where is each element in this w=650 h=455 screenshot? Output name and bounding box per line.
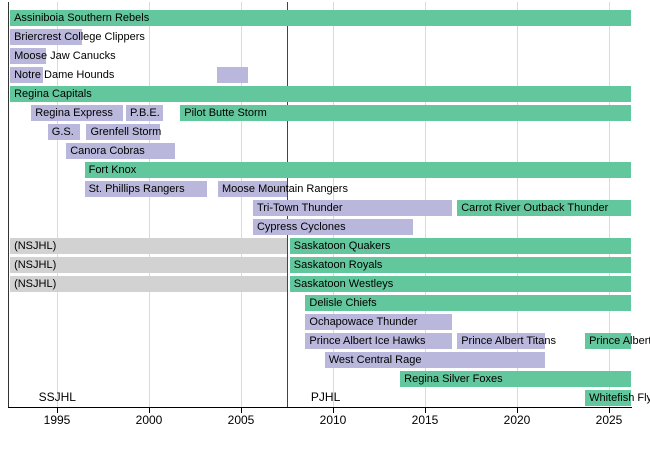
- bar-label: Regina Silver Foxes: [404, 373, 503, 385]
- plot-left-border: [8, 2, 9, 407]
- bar-cypress-cyclones: Cypress Cyclones: [252, 219, 414, 235]
- bar-nsjhl: (NSJHL): [10, 238, 287, 254]
- bar-tri-town-thunder: Tri-Town Thunder: [252, 200, 452, 216]
- bar-label: P.B.E.: [130, 107, 160, 119]
- bar-label: Pilot Butte Storm: [184, 107, 267, 119]
- league-label-pjhl: PJHL: [310, 390, 341, 404]
- axis-tick-label-2020: 2020: [503, 413, 531, 427]
- axis-tick-1995: [57, 407, 58, 413]
- bar-canora-cobras: Canora Cobras: [66, 143, 175, 159]
- bar-label: Grenfell Storm: [90, 126, 162, 138]
- bar-saskatoon-westleys: Saskatoon Westleys: [289, 276, 632, 292]
- bar-label: Regina Capitals: [14, 88, 92, 100]
- year-gridline-2005: [241, 2, 242, 407]
- bar-nsjhl: (NSJHL): [10, 257, 287, 273]
- bar-saskatoon-quakers: Saskatoon Quakers: [289, 238, 632, 254]
- bar-label: Notre Dame Hounds: [14, 69, 115, 81]
- axis-tick-label-2000: 2000: [135, 413, 163, 427]
- axis-tick-label-1995: 1995: [43, 413, 71, 427]
- bar-prince-albert-titans: Prince Albert Titans: [457, 333, 556, 349]
- bar-label: Moose Jaw Canucks: [14, 50, 116, 62]
- bar-grenfell-storm: Grenfell Storm: [86, 124, 162, 140]
- bar-ochapowace-thunder: Ochapowace Thunder: [305, 314, 452, 330]
- bar-g-s: G.S.: [47, 124, 80, 140]
- bar-nsjhl: (NSJHL): [10, 276, 287, 292]
- bar-fort-knox: Fort Knox: [84, 162, 632, 178]
- bar-whitefish-fly: Whitefish Fly: [585, 390, 650, 406]
- league-label-ssjhl: SSJHL: [38, 390, 76, 404]
- axis-tick-label-2025: 2025: [595, 413, 623, 427]
- bar-label: Saskatoon Westleys: [293, 278, 394, 290]
- bar-notre-dame-hounds: Notre Dame Hounds: [10, 67, 114, 83]
- bar-label: Prince Albert: [589, 335, 650, 347]
- bar-label: (NSJHL): [14, 278, 57, 290]
- bar-label: G.S.: [51, 126, 74, 138]
- bar-regina-capitals: Regina Capitals: [10, 86, 632, 102]
- bar-label: Delisle Chiefs: [309, 297, 377, 309]
- bar-label: St. Phillips Rangers: [88, 183, 185, 195]
- axis-tick-label-2015: 2015: [411, 413, 439, 427]
- bar-briercrest-college-clippers: Briercrest College Clippers: [10, 29, 145, 45]
- bar-label: Ochapowace Thunder: [309, 316, 418, 328]
- bar-st-phillips-rangers: St. Phillips Rangers: [84, 181, 207, 197]
- bar-carrot-river-outback-thunder: Carrot River Outback Thunder: [457, 200, 632, 216]
- axis-tick-label-2005: 2005: [227, 413, 255, 427]
- axis-tick-2015: [425, 407, 426, 413]
- bar-label: (NSJHL): [14, 240, 57, 252]
- bar-label: Cypress Cyclones: [256, 221, 346, 233]
- axis-tick-label-2010: 2010: [319, 413, 347, 427]
- bar-label: Regina Express: [35, 107, 113, 119]
- bar-regina-express: Regina Express: [31, 105, 124, 121]
- bar-label: Saskatoon Royals: [293, 259, 383, 271]
- axis-tick-2010: [333, 407, 334, 413]
- bar-label: Canora Cobras: [70, 145, 145, 157]
- bar-regina-silver-foxes: Regina Silver Foxes: [400, 371, 632, 387]
- bar-p-b-e: P.B.E.: [126, 105, 163, 121]
- axis-tick-2005: [241, 407, 242, 413]
- year-gridline-2000: [149, 2, 150, 407]
- bar-label: Assiniboia Southern Rebels: [14, 12, 150, 24]
- bar-prince-albert-ice-hawks: Prince Albert Ice Hawks: [305, 333, 452, 349]
- bar-assiniboia-southern-rebels: Assiniboia Southern Rebels: [10, 10, 632, 26]
- bar-delisle-chiefs: Delisle Chiefs: [305, 295, 632, 311]
- bar-saskatoon-royals: Saskatoon Royals: [289, 257, 632, 273]
- bar-label: Fort Knox: [88, 164, 137, 176]
- bar-label: Carrot River Outback Thunder: [461, 202, 609, 214]
- axis-tick-2020: [517, 407, 518, 413]
- axis-tick-2000: [149, 407, 150, 413]
- bar-label: (NSJHL): [14, 259, 57, 271]
- bar-label: Saskatoon Quakers: [293, 240, 391, 252]
- bar-pilot-butte-storm: Pilot Butte Storm: [180, 105, 632, 121]
- bar-segment: [217, 67, 249, 83]
- year-gridline-1995: [57, 2, 58, 407]
- bar-label: Briercrest College Clippers: [14, 31, 145, 43]
- axis-tick-2025: [609, 407, 610, 413]
- bar-moose-jaw-canucks: Moose Jaw Canucks: [10, 48, 116, 64]
- bar-moose-mountain-rangers: Moose Mountain Rangers: [218, 181, 348, 197]
- bar-label: Tri-Town Thunder: [256, 202, 343, 214]
- bar-label: Prince Albert Titans: [461, 335, 556, 347]
- bar-prince-albert: Prince Albert: [585, 333, 650, 349]
- bar-label: West Central Rage: [328, 354, 422, 366]
- bar-label: Whitefish Fly: [589, 392, 650, 404]
- x-axis-line: [8, 407, 632, 408]
- bar-label: Prince Albert Ice Hawks: [309, 335, 426, 347]
- bar-west-central-rage: West Central Rage: [324, 352, 545, 368]
- bar-label: Moose Mountain Rangers: [222, 183, 348, 195]
